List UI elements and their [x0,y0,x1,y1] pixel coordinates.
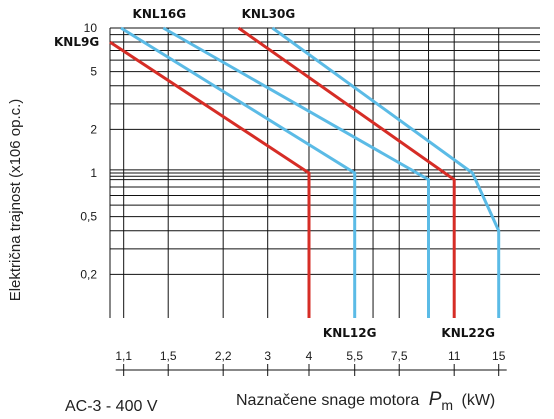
y-tick-label: 2 [90,122,97,136]
x-axis-label: Naznačene snage motora Pm (kW) [236,389,495,414]
x-tick-label: 3 [264,349,271,363]
x-tick-label: 5,5 [346,349,363,363]
series-line-knl12g [120,26,357,318]
series-lines [109,26,501,318]
x-axis-label-prefix: Naznačene snage motora [236,392,419,409]
x-tick-label: 2,2 [215,349,232,363]
series-label-knl16g: KNL16G [133,7,187,21]
x-tick-label: 1,1 [115,349,132,363]
x-tick-label: 1,5 [160,349,177,363]
series-label-knl22g: KNL22G [441,326,495,340]
series-line-knl30g [271,26,501,318]
series-line-knl22g [237,26,456,318]
grid [109,27,540,318]
series-line-knl16g [162,26,430,318]
series-label-knl30g: KNL30G [242,7,296,21]
series-line-knl9g [109,40,311,318]
y-axis: 10 5 2 1 0,5 0,2 [80,21,97,281]
x-axis-label-symbol: P [429,389,442,410]
footer-condition: AC-3 - 400 V [65,398,158,415]
y-tick-label: 5 [90,65,97,79]
x-axis-label-unit: (kW) [462,392,496,409]
series-label-knl12g: KNL12G [323,326,377,340]
series-labels: KNL16G KNL30G KNL9G KNL12G KNL22G [54,7,495,340]
x-axis: 1,1 1,5 2,2 3 4 5,5 7,5 11 15 [115,349,507,376]
y-tick-label: 0,5 [80,210,97,224]
y-tick-label: 10 [84,21,98,35]
y-tick-label: 1 [90,166,97,180]
x-tick-label: 7,5 [391,349,408,363]
x-tick-label: 15 [492,349,506,363]
y-tick-label: 0,2 [80,267,97,281]
x-axis-label-subscript: m [441,397,453,413]
series-label-knl9g: KNL9G [54,35,99,49]
x-tick-label: 4 [306,349,313,363]
y-axis-label: Električna trajnost (x106 op.c.) [7,99,24,302]
x-tick-label: 11 [448,349,461,363]
